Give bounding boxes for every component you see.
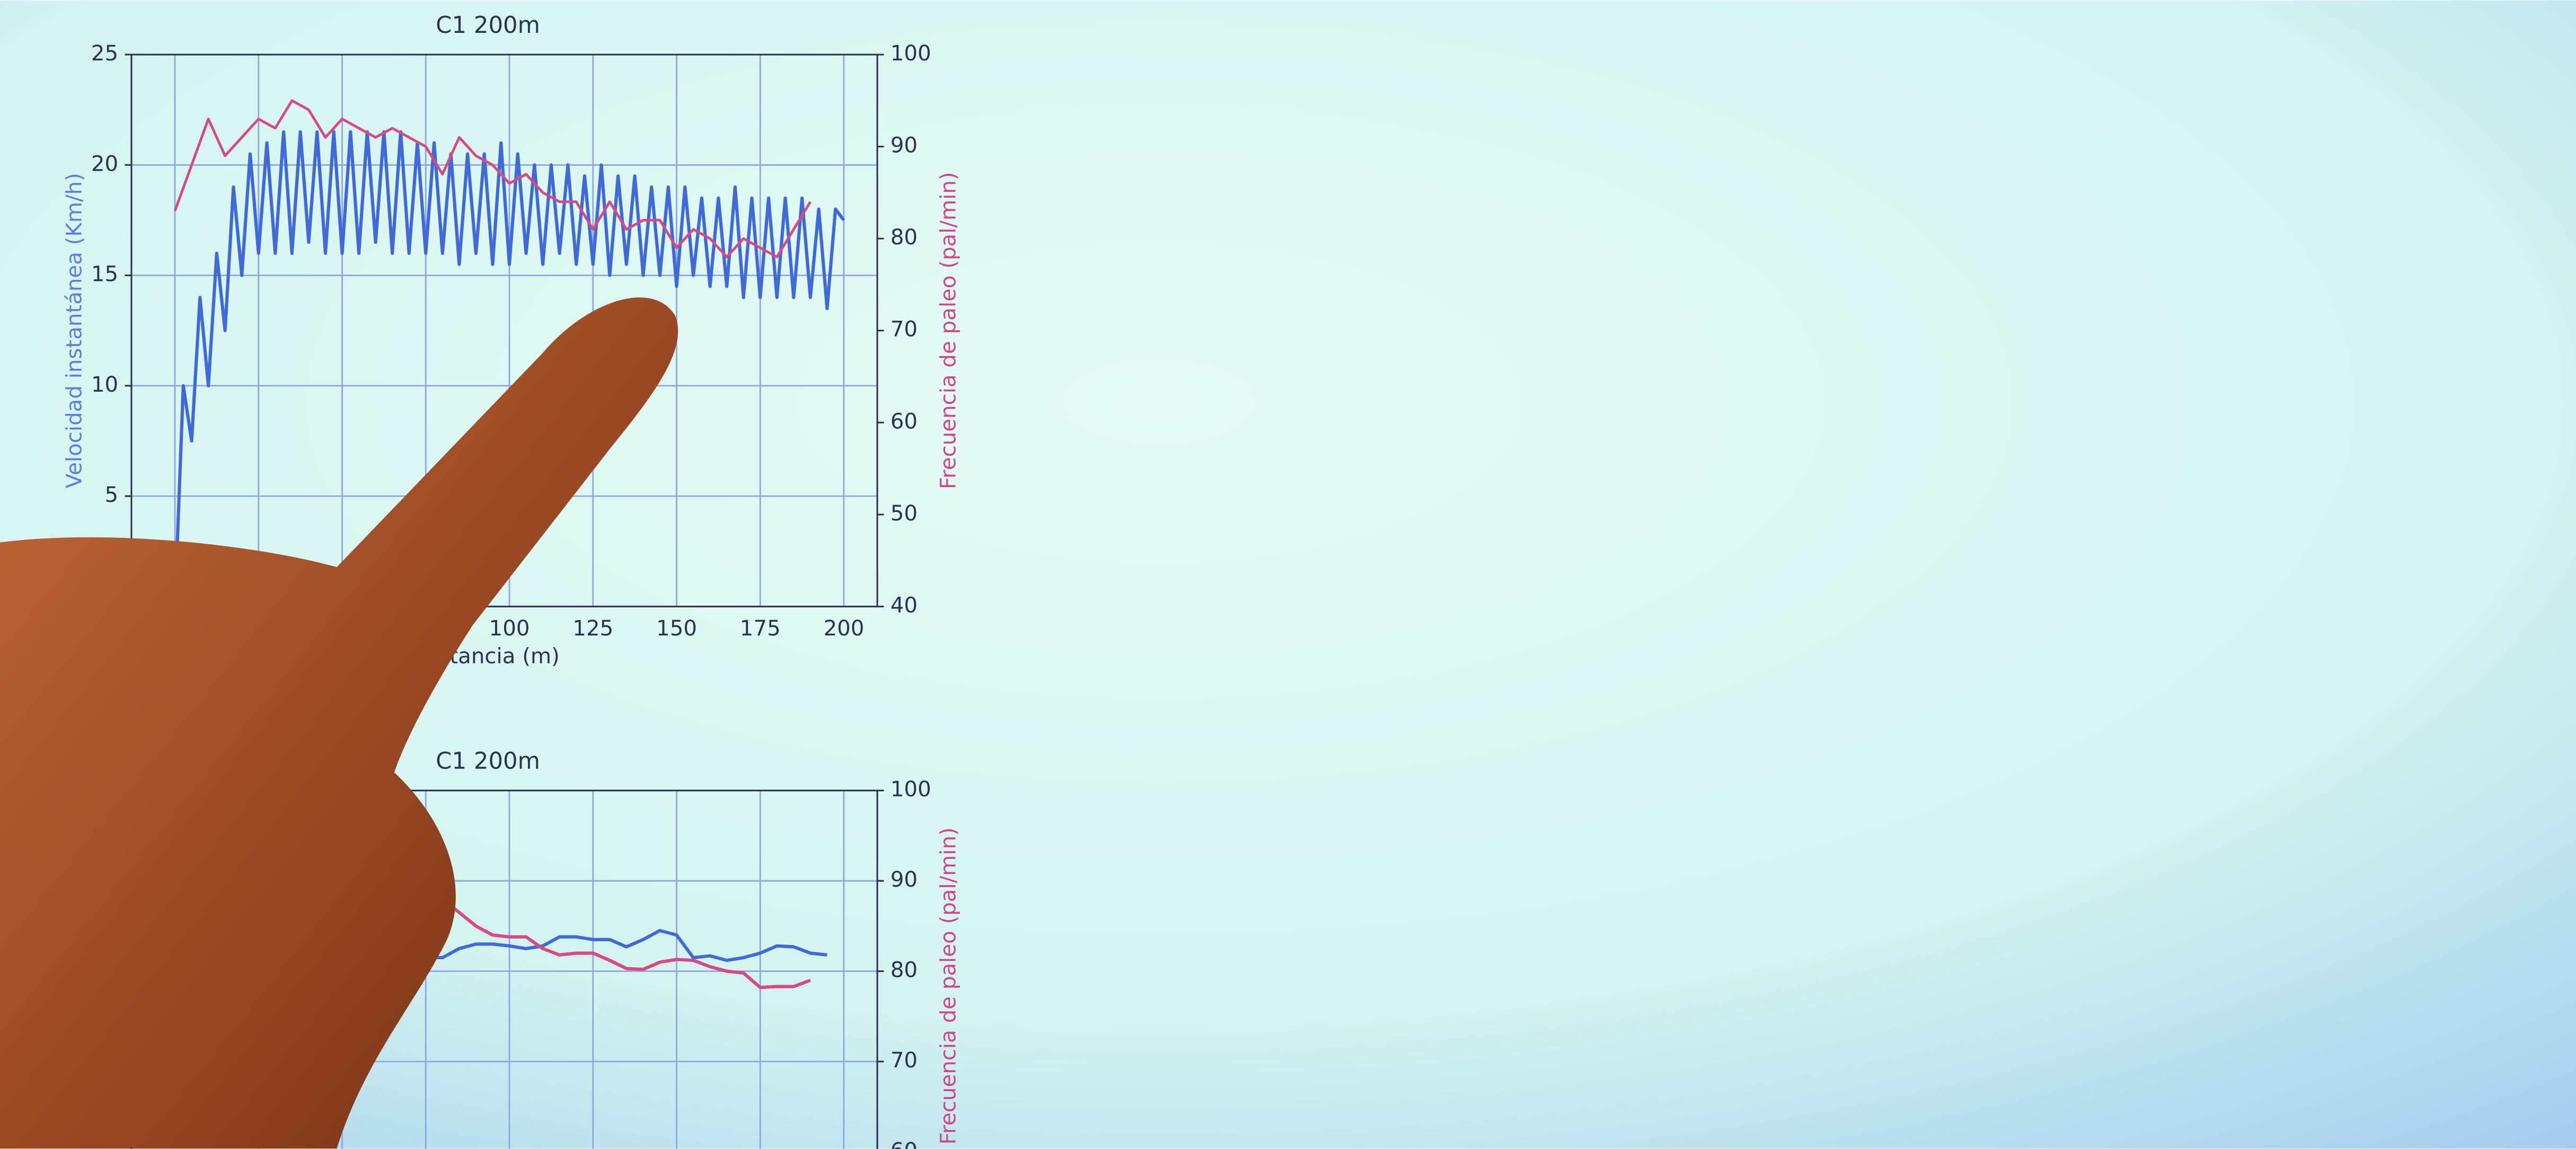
y2-tick-label: 60 [890,409,918,434]
x-tick-label: 150 [656,616,697,641]
x-tick-label: 125 [572,616,613,641]
hand [0,297,678,1149]
y2-axis-label: Frecuencia de paleo (pal/min) [936,827,961,1145]
y2-tick-label: 100 [890,41,931,66]
y-tick-label: 25 [91,41,118,66]
y2-tick-label: 100 [890,777,931,802]
y2-tick-label: 70 [890,317,918,342]
y2-tick-label: 80 [890,225,918,250]
y-tick-label: 20 [91,151,118,176]
series-line [441,897,811,989]
y2-tick-label: 40 [890,593,918,617]
y2-tick-label: 80 [890,958,918,983]
y2-tick-label: 60 [890,1138,918,1149]
x-tick-label: 175 [740,616,781,641]
y2-tick-label: 90 [890,867,918,892]
y2-tick-label: 90 [890,133,918,158]
plot-frame [130,54,878,607]
series-line [173,130,845,607]
series-line [173,99,812,259]
y2-tick-label: 50 [890,501,918,526]
chart-title: C1 200m [436,748,540,774]
chart-title: C1 200m [436,12,540,39]
y-tick-label: 15 [91,262,118,287]
series-line [408,929,827,962]
x-tick-label: 200 [824,616,864,641]
y-tick-label: 5 [105,482,119,507]
y-tick-label: 10 [91,372,118,397]
y2-axis-label: Frecuencia de paleo (pal/min) [936,172,961,489]
x-tick-label: 100 [489,616,530,641]
y-axis-label: Velocidad instantánea (Km/h) [62,173,87,488]
y2-tick-label: 70 [890,1048,918,1073]
